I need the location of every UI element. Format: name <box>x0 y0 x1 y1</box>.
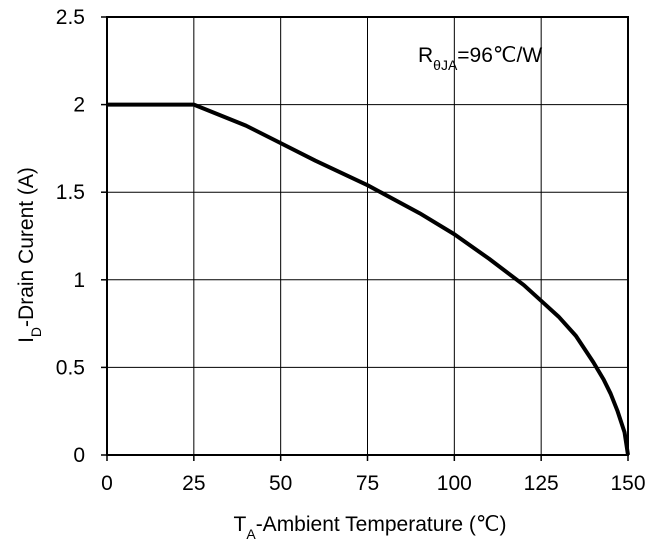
y-tick-label: 2.5 <box>56 6 85 29</box>
x-tick-label: 75 <box>356 472 379 495</box>
x-axis-title: TA-Ambient Temperature (℃) <box>234 513 507 542</box>
x-tick-label: 25 <box>182 472 205 495</box>
y-tick-label: 1.5 <box>56 181 85 204</box>
y-tick-label: 0.5 <box>56 356 85 379</box>
series-layer <box>107 102 630 456</box>
x-tick-label: 150 <box>610 472 645 495</box>
y-tick-label: 2 <box>73 94 85 117</box>
thermal-resistance-annotation: RθJA=96℃/W <box>418 44 542 73</box>
tick-labels: 0 25 50 75 100 125 150 0 0.5 1 1.5 2 2.5 <box>56 6 646 495</box>
y-tick-label: 1 <box>73 269 85 292</box>
x-tick-label: 100 <box>437 472 472 495</box>
y-axis-title: ID-Drain Curent (A) <box>15 167 44 343</box>
derating-curve <box>107 102 630 456</box>
x-tick-label: 50 <box>269 472 292 495</box>
grid <box>107 17 628 455</box>
x-tick-label: 0 <box>101 472 113 495</box>
x-tick-label: 125 <box>524 472 559 495</box>
y-tick-label: 0 <box>73 444 85 467</box>
